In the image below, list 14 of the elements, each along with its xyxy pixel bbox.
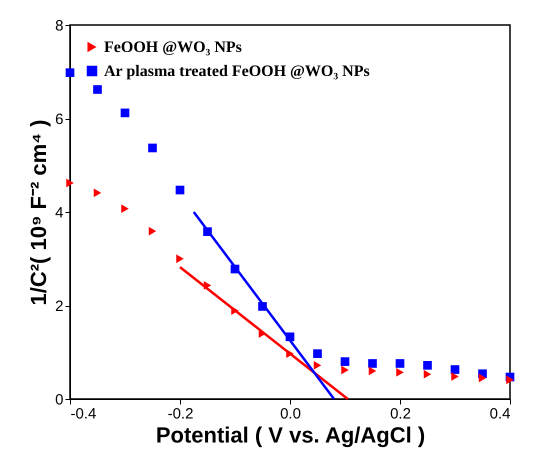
x-tick-label: -0.4 [70, 406, 96, 422]
x-tick-label: -0.2 [168, 406, 194, 422]
y-tick-label: 2 [55, 298, 64, 315]
x-tick-label: 0.2 [390, 406, 411, 422]
y-tick-label: 0 [55, 392, 64, 408]
y-tick-label: 8 [55, 18, 64, 34]
x-tick-label: 0.4 [490, 406, 510, 422]
y-tick-label: 6 [55, 111, 64, 128]
x-axis-title: Potential ( V vs. Ag/AgCl ) [156, 422, 426, 448]
y-tick-label: 4 [55, 204, 64, 222]
x-tick-label: 0.0 [280, 406, 301, 422]
legend-label: FeOOH @WO₃ NPs [104, 39, 242, 56]
y-axis-title: 1/C²( 10⁹ F⁻² cm⁴ ) [26, 119, 52, 306]
legend-label: Ar plasma treated FeOOH @WO₃ NPs [104, 63, 370, 80]
